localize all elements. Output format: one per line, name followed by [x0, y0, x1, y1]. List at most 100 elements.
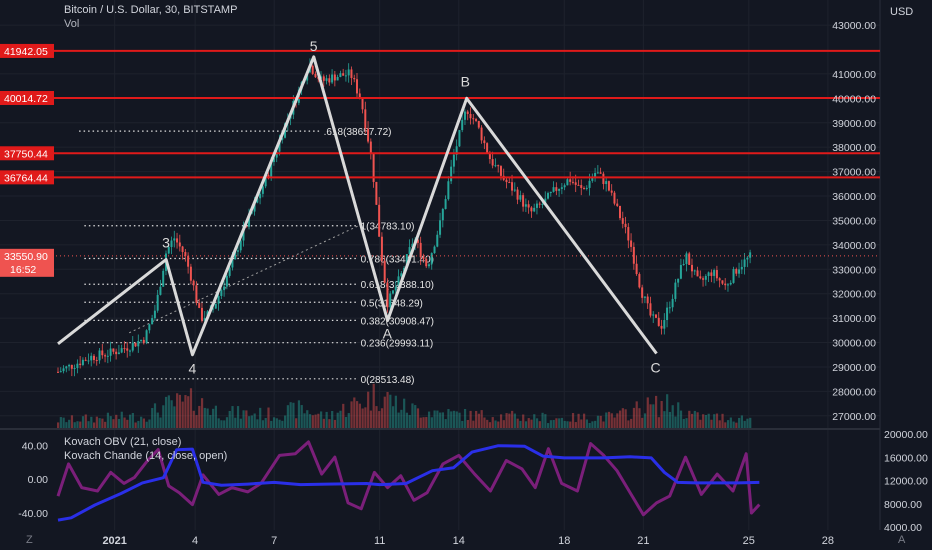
candle-body: [663, 320, 666, 329]
candle-body: [463, 111, 466, 120]
volume-bar: [353, 397, 356, 428]
candle-body: [375, 181, 378, 205]
time-tick-label: 14: [453, 535, 465, 547]
fibonacci-retracement[interactable]: 0(28513.48) 0.236(29993.11) 0.382(30908.47…: [79, 127, 434, 386]
volume-bar: [142, 418, 146, 428]
candle-body: [84, 359, 87, 361]
timezone-icon[interactable]: Z: [26, 534, 33, 546]
candle-body: [386, 282, 389, 308]
wave-label-b: B: [461, 73, 470, 89]
price-tick-label: 41000.00: [832, 69, 876, 81]
volume-bar: [65, 422, 68, 428]
volume-bar: [231, 406, 234, 428]
volume-bar: [599, 415, 602, 428]
candle-body: [541, 203, 544, 205]
volume-bar: [682, 418, 685, 428]
fib-level-label: 0.786(33441.40): [361, 255, 434, 266]
candle-body: [76, 363, 79, 369]
volume-bar: [630, 418, 633, 428]
volume-bar: [295, 418, 298, 428]
candle-body: [383, 260, 386, 283]
candle-body: [353, 77, 356, 80]
volume-bar: [322, 418, 325, 428]
level-price-tag: [0, 146, 54, 161]
volume-bar: [654, 395, 658, 428]
candle-body: [707, 272, 710, 277]
candle-body: [458, 130, 461, 147]
volume-bar: [79, 421, 82, 428]
candle-body: [574, 182, 577, 185]
volume-bar: [369, 410, 373, 428]
volume-bar: [228, 410, 231, 428]
candle-body: [314, 73, 317, 78]
volume-bar: [134, 422, 137, 428]
candle-body: [679, 264, 682, 279]
volume-bar: [580, 419, 583, 428]
symbol-title[interactable]: Bitcoin / U.S. Dollar, 30, BITSTAMP: [64, 4, 238, 16]
fib-trend-line[interactable]: [128, 225, 359, 334]
candle-body: [272, 157, 275, 163]
auto-scale-icon[interactable]: A: [898, 534, 906, 546]
horizontal-levels[interactable]: 41942.05 40014.72 37750.44 36764.44 33550.90…: [0, 43, 880, 277]
chande-tick-label: -40.00: [18, 508, 48, 520]
obv-tick-label: 4000.00: [884, 522, 922, 534]
candle-body: [715, 270, 718, 279]
wave-path[interactable]: [57, 55, 658, 357]
candle-body: [466, 111, 469, 114]
volume-bar: [256, 419, 259, 428]
fib-level-label: 0.382(30908.47): [361, 316, 434, 327]
elliott-wave-drawing[interactable]: 3 4 5 A B C: [57, 38, 661, 377]
obv-line: [57, 444, 760, 522]
candle-body: [660, 325, 663, 329]
volume-bar: [339, 410, 342, 428]
time-tick-label: 11: [374, 535, 385, 547]
volume-bar: [696, 412, 699, 428]
volume-legend[interactable]: Vol: [64, 18, 80, 30]
volume-bar: [596, 415, 600, 428]
volume-bar: [250, 415, 253, 428]
volume-bar: [577, 413, 580, 428]
candle-body: [408, 247, 411, 255]
obv-legend[interactable]: Kovach OBV (21, close): [64, 436, 182, 448]
candle-body: [367, 128, 370, 142]
price-tick-label: 36000.00: [832, 191, 876, 203]
candle-body: [220, 290, 223, 296]
candle-body: [239, 240, 242, 251]
candle-body: [497, 165, 500, 167]
candle-body: [98, 350, 101, 361]
candle-body: [68, 364, 71, 367]
wave-label-a: A: [383, 326, 393, 342]
candle-body: [256, 198, 259, 203]
candle-body: [516, 189, 519, 200]
volume-bar: [679, 410, 683, 428]
candle-body: [192, 280, 195, 286]
candle-body: [236, 250, 239, 252]
volume-bar: [311, 415, 314, 428]
volume-bar: [344, 416, 348, 428]
chande-legend[interactable]: Kovach Chande (14, close, open): [64, 450, 228, 462]
candle-body: [688, 253, 691, 265]
candle-body: [738, 269, 741, 274]
wave-label-5: 5: [310, 38, 318, 54]
candle-body: [452, 154, 455, 167]
fib-level-label: 0.236(29993.11): [361, 339, 434, 350]
chande-tick-label: 0.00: [28, 474, 49, 486]
candle-body: [494, 165, 497, 167]
volume-bar: [738, 417, 741, 428]
candle-body: [649, 303, 652, 316]
volume-bar: [397, 412, 400, 428]
candle-body: [580, 185, 583, 188]
candle-body: [729, 282, 732, 285]
volume-bar: [641, 417, 644, 428]
volume-bar: [57, 422, 60, 428]
candle-body: [126, 348, 129, 351]
volume-bar: [84, 414, 87, 428]
candle-body: [81, 359, 84, 365]
volume-bar: [333, 419, 337, 428]
candle-body: [358, 93, 361, 99]
currency-label[interactable]: USD: [890, 6, 914, 18]
volume-bar: [624, 409, 627, 428]
candle-body: [391, 290, 394, 294]
candle-body: [369, 141, 372, 153]
